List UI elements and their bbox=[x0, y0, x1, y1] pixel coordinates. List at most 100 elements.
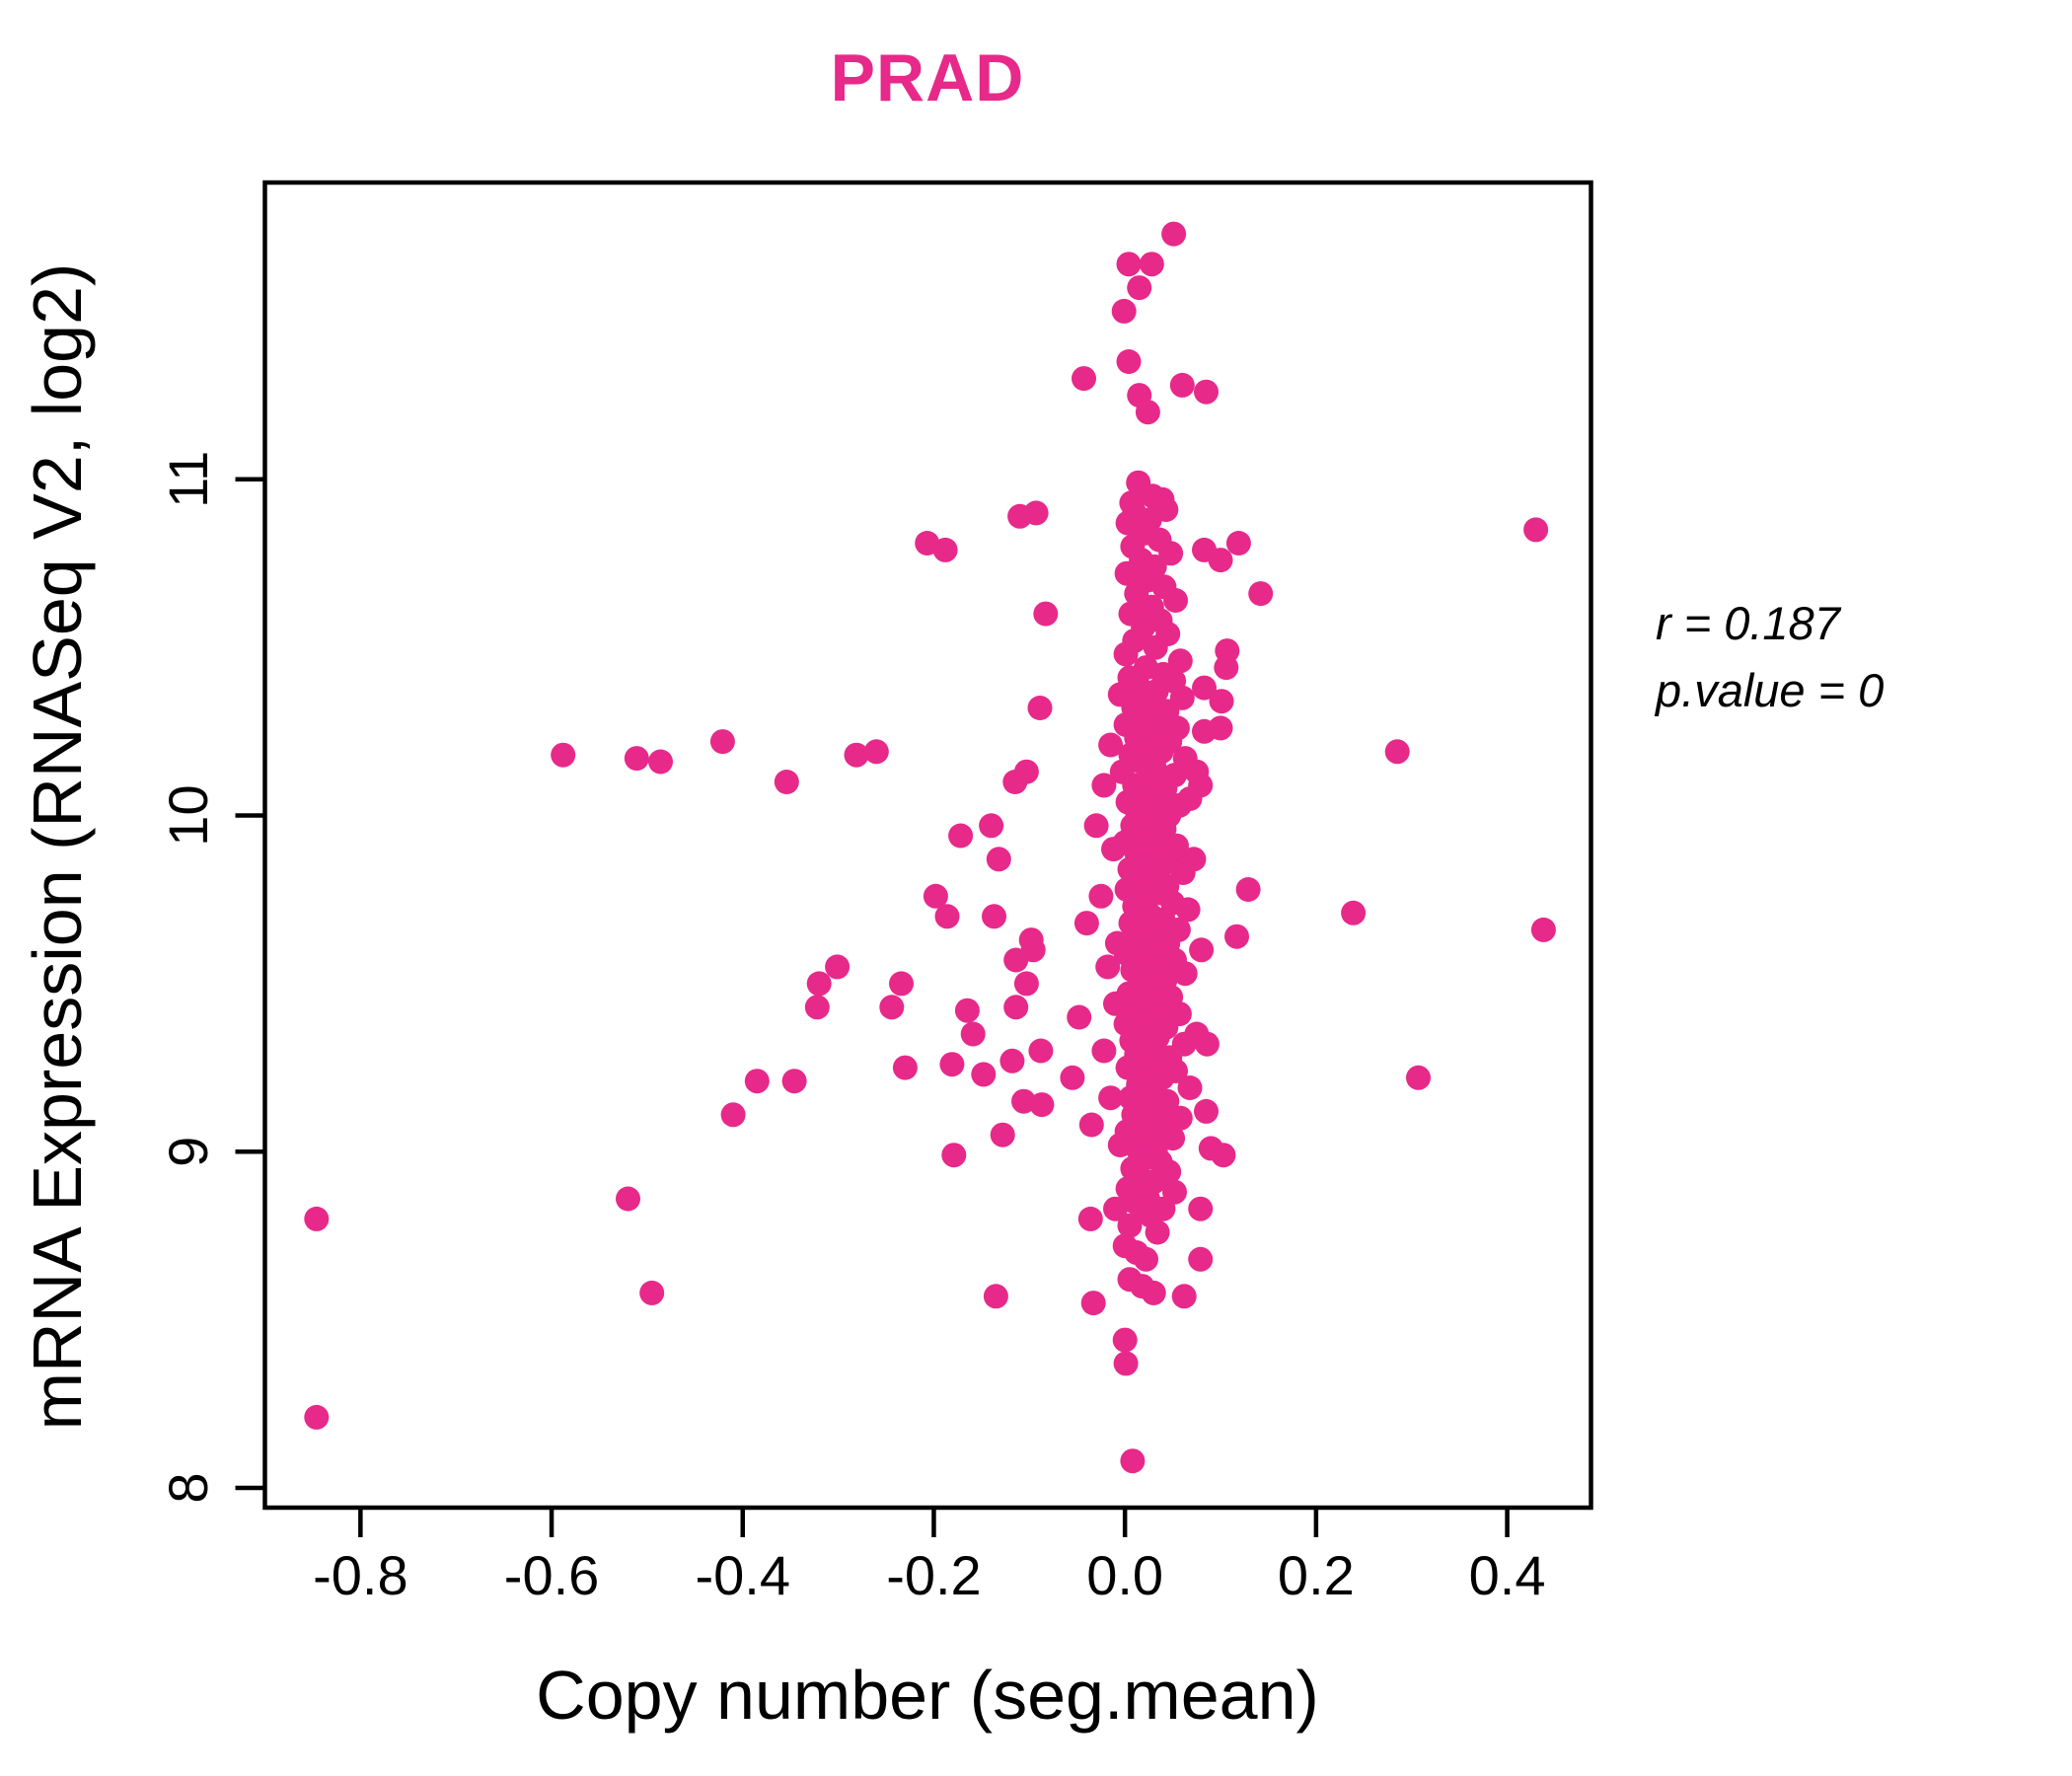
scatter-point bbox=[1523, 517, 1549, 543]
scatter-point bbox=[1104, 930, 1130, 956]
x-axis-label: Copy number (seg.mean) bbox=[536, 1657, 1319, 1734]
scatter-point bbox=[1194, 379, 1219, 405]
scatter-point bbox=[639, 1280, 665, 1305]
scatter-point bbox=[999, 1048, 1025, 1073]
scatter-point bbox=[1112, 1327, 1138, 1353]
scatter-point bbox=[1078, 1112, 1104, 1138]
stats-annotation: r = 0.187 p.value = 0 bbox=[1656, 590, 1884, 724]
scatter-point bbox=[1060, 1065, 1085, 1090]
x-axis-ticks: -0.8 -0.6 -0.4 -0.2 0.0 0.2 0.4 bbox=[313, 1508, 1545, 1606]
scatter-point bbox=[934, 904, 960, 929]
scatter-point bbox=[1235, 877, 1261, 902]
scatter-point bbox=[1214, 655, 1239, 681]
scatter-point bbox=[1177, 1075, 1203, 1100]
scatter-point bbox=[1028, 1038, 1054, 1064]
scatter-point bbox=[616, 1186, 640, 1212]
x-tick-label: -0.2 bbox=[886, 1544, 982, 1606]
scatter-point bbox=[1188, 1246, 1214, 1272]
scatter-point bbox=[1098, 1085, 1124, 1111]
scatter-point bbox=[1095, 954, 1121, 980]
scatter-point bbox=[879, 995, 905, 1020]
scatter-point bbox=[1113, 1351, 1139, 1376]
scatter-point bbox=[1007, 503, 1033, 529]
scatter-point bbox=[304, 1404, 330, 1430]
scatter-point bbox=[1139, 252, 1164, 277]
scatter-point bbox=[1141, 1280, 1166, 1305]
scatter-point bbox=[1384, 739, 1410, 765]
scatter-point bbox=[1127, 275, 1152, 301]
scatter-point bbox=[990, 1122, 1015, 1147]
x-tick-label: -0.6 bbox=[504, 1544, 600, 1606]
scatter-point bbox=[1406, 1065, 1431, 1090]
scatter-point bbox=[1103, 991, 1128, 1016]
scatter-point bbox=[1143, 634, 1168, 660]
scatter-point bbox=[1224, 924, 1249, 949]
scatter-point bbox=[1003, 947, 1029, 973]
scatter-point bbox=[1013, 759, 1039, 784]
y-tick-label: 8 bbox=[157, 1472, 219, 1503]
scatter-point bbox=[1013, 971, 1039, 997]
scatter-point bbox=[744, 1069, 770, 1094]
scatter-point bbox=[1160, 1126, 1186, 1151]
scatter-point bbox=[960, 1021, 986, 1047]
scatter-point bbox=[1116, 349, 1142, 374]
scatter-point bbox=[1158, 541, 1184, 566]
scatter-point bbox=[889, 971, 914, 997]
scatter-point bbox=[1073, 911, 1099, 936]
y-tick-label: 9 bbox=[157, 1137, 219, 1167]
scatter-point bbox=[971, 1062, 997, 1087]
scatter-point bbox=[1029, 1092, 1055, 1118]
scatter-point bbox=[1098, 732, 1124, 758]
scatter-point bbox=[1169, 372, 1195, 398]
scatter-point bbox=[1225, 531, 1251, 555]
scatter-point bbox=[948, 823, 974, 849]
scatter-point bbox=[1189, 937, 1215, 963]
scatter-point bbox=[1188, 1196, 1214, 1221]
x-tick-label: 0.4 bbox=[1469, 1544, 1546, 1606]
scatter-point bbox=[1248, 581, 1274, 607]
scatter-point bbox=[720, 1102, 746, 1128]
scatter-point bbox=[806, 971, 832, 997]
scatter-point bbox=[941, 1143, 967, 1168]
scatter-point bbox=[1101, 837, 1126, 862]
scatter-point bbox=[954, 998, 980, 1023]
scatter-point bbox=[1192, 718, 1217, 744]
scatter-point bbox=[804, 995, 830, 1020]
scatter-point bbox=[1209, 689, 1234, 714]
scatter-point bbox=[774, 770, 799, 794]
scatter-point bbox=[983, 1284, 1008, 1309]
scatter-point bbox=[1080, 1291, 1106, 1316]
p-value-text: p.value = 0 bbox=[1656, 664, 1885, 716]
scatter-point bbox=[1134, 1246, 1158, 1272]
scatter-point bbox=[1341, 900, 1367, 925]
scatter-point bbox=[1117, 1213, 1143, 1238]
scatter-point bbox=[892, 1055, 918, 1080]
scatter-point bbox=[1167, 648, 1193, 674]
scatter-point bbox=[1116, 252, 1142, 277]
scatter-point bbox=[1194, 1098, 1219, 1124]
scatter-point bbox=[304, 1206, 330, 1231]
scatter-point bbox=[1163, 588, 1188, 613]
scatter-point bbox=[1211, 1143, 1236, 1168]
x-tick-label: 0.0 bbox=[1086, 1544, 1163, 1606]
scatter-point bbox=[1091, 773, 1117, 798]
scatter-point bbox=[982, 904, 1006, 929]
r-value-text: r = 0.187 bbox=[1656, 597, 1840, 649]
scatter-point bbox=[1192, 537, 1217, 562]
x-tick-label: 0.2 bbox=[1278, 1544, 1355, 1606]
scatter-point bbox=[1114, 560, 1140, 586]
scatter-point bbox=[1172, 961, 1198, 987]
scatter-point bbox=[1113, 641, 1139, 667]
scatter-point bbox=[648, 749, 673, 775]
scatter-point bbox=[923, 883, 948, 909]
scatter-point bbox=[709, 729, 735, 755]
scatter-point bbox=[1194, 1031, 1220, 1057]
scatter-point bbox=[1181, 847, 1207, 872]
y-axis-ticks: 8 9 10 11 bbox=[157, 451, 265, 1504]
scatter-point bbox=[825, 954, 851, 980]
scatter-point bbox=[1161, 221, 1187, 247]
x-tick-label: -0.4 bbox=[696, 1544, 791, 1606]
y-axis-label: mRNA Expression (RNASeq V2, log2) bbox=[19, 262, 96, 1431]
scatter-point bbox=[1083, 813, 1109, 839]
